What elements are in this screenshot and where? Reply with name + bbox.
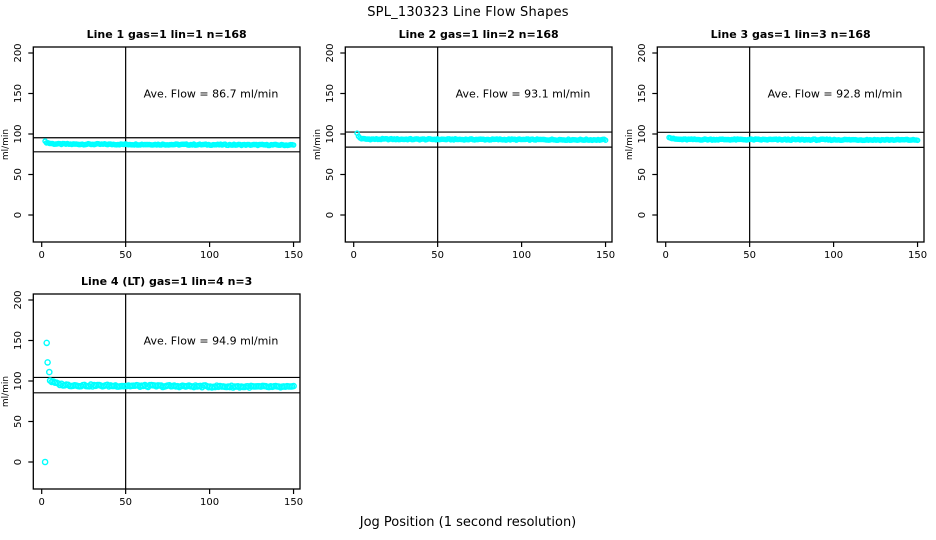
scatter-points — [354, 130, 609, 144]
svg-text:150: 150 — [284, 497, 303, 508]
reference-lines — [657, 47, 924, 242]
svg-text:0: 0 — [637, 212, 648, 218]
scatter-points — [42, 138, 297, 149]
panel-2-title: Line 2 gas=1 lin=2 n=168 — [399, 28, 559, 41]
panel-1-plot: Line 1 gas=1 lin=1 n=168 0 50 100 150 0 50 100 1… — [1, 28, 303, 261]
svg-text:50: 50 — [431, 250, 444, 261]
plot-border — [344, 46, 613, 243]
svg-text:100: 100 — [637, 124, 648, 143]
panel-1-title: Line 1 gas=1 lin=1 n=168 — [87, 28, 247, 41]
scatter-points — [41, 339, 297, 466]
svg-text:50: 50 — [119, 250, 132, 261]
svg-text:50: 50 — [325, 168, 336, 181]
x-axis-ticks: 0 50 100 150 — [663, 242, 927, 261]
svg-text:200: 200 — [13, 43, 24, 62]
svg-text:0: 0 — [325, 212, 336, 218]
svg-text:0: 0 — [13, 459, 24, 465]
svg-text:100: 100 — [13, 124, 24, 143]
y-axis-ticks: 0 50 100 150 200 — [13, 43, 34, 218]
svg-text:100: 100 — [512, 250, 531, 261]
plot-border — [656, 46, 925, 243]
panel-3-plot: Line 3 gas=1 lin=3 n=168 0 50 100 150 0 50 100 1… — [625, 28, 927, 261]
y-axis-title: ml/min — [1, 129, 11, 160]
svg-text:100: 100 — [200, 497, 219, 508]
ave-flow-annotation: Ave. Flow = 86.7 ml/min — [144, 88, 279, 101]
svg-text:50: 50 — [637, 168, 648, 181]
svg-text:150: 150 — [13, 331, 24, 350]
svg-text:0: 0 — [663, 250, 669, 261]
x-axis-ticks: 0 50 100 150 — [39, 489, 303, 508]
svg-text:150: 150 — [908, 250, 927, 261]
svg-text:200: 200 — [325, 43, 336, 62]
panel-3-title: Line 3 gas=1 lin=3 n=168 — [711, 28, 871, 41]
svg-text:50: 50 — [743, 250, 756, 261]
svg-text:150: 150 — [596, 250, 615, 261]
y-axis-title: ml/min — [625, 129, 635, 160]
y-axis-title: ml/min — [313, 129, 323, 160]
scatter-points — [666, 134, 921, 144]
panel-4-plot: Line 4 (LT) gas=1 lin=4 n=3 0 50 100 150 0 50 1… — [1, 275, 303, 508]
svg-text:150: 150 — [637, 84, 648, 103]
svg-text:100: 100 — [200, 250, 219, 261]
x-axis-ticks: 0 50 100 150 — [39, 242, 303, 261]
x-axis-ticks: 0 50 100 150 — [351, 242, 615, 261]
svg-text:150: 150 — [284, 250, 303, 261]
svg-text:100: 100 — [824, 250, 843, 261]
ave-flow-annotation: Ave. Flow = 93.1 ml/min — [456, 88, 591, 101]
y-axis-ticks: 0 50 100 150 200 — [13, 290, 34, 465]
svg-text:100: 100 — [325, 124, 336, 143]
panel-2-plot: Line 2 gas=1 lin=2 n=168 0 50 100 150 0 50 100 1… — [313, 28, 615, 261]
svg-text:0: 0 — [13, 212, 24, 218]
x-axis-label: Jog Position (1 second resolution) — [359, 515, 577, 530]
panel-4-title: Line 4 (LT) gas=1 lin=4 n=3 — [81, 275, 252, 288]
svg-text:50: 50 — [13, 168, 24, 181]
svg-text:200: 200 — [13, 290, 24, 309]
ave-flow-annotation: Ave. Flow = 94.9 ml/min — [144, 335, 279, 348]
svg-text:150: 150 — [13, 84, 24, 103]
ave-flow-annotation: Ave. Flow = 92.8 ml/min — [768, 88, 903, 101]
svg-text:200: 200 — [637, 43, 648, 62]
y-axis-ticks: 0 50 100 150 200 — [325, 43, 346, 218]
svg-text:0: 0 — [39, 497, 45, 508]
y-axis-title: ml/min — [1, 376, 11, 407]
chart-title: SPL_130323 Line Flow Shapes — [367, 5, 569, 20]
svg-text:50: 50 — [13, 415, 24, 428]
svg-text:0: 0 — [351, 250, 357, 261]
y-axis-ticks: 0 50 100 150 200 — [637, 43, 658, 218]
panel-3: Line 3 gas=1 lin=3 n=168 0 50 100 150 0 50 100 1… — [624, 20, 936, 267]
plot-border — [32, 46, 301, 243]
svg-text:150: 150 — [325, 84, 336, 103]
plot-border — [32, 293, 301, 490]
panel-1: Line 1 gas=1 lin=1 n=168 0 50 100 150 0 50 100 1… — [0, 20, 312, 267]
svg-text:100: 100 — [13, 371, 24, 390]
panel-2: Line 2 gas=1 lin=2 n=168 0 50 100 150 0 50 100 1… — [312, 20, 624, 267]
reference-lines — [345, 47, 612, 242]
svg-text:0: 0 — [39, 250, 45, 261]
panel-4: Line 4 (LT) gas=1 lin=4 n=3 0 50 100 150 0 50 1… — [0, 267, 312, 514]
reference-lines — [33, 294, 300, 489]
svg-text:50: 50 — [119, 497, 132, 508]
